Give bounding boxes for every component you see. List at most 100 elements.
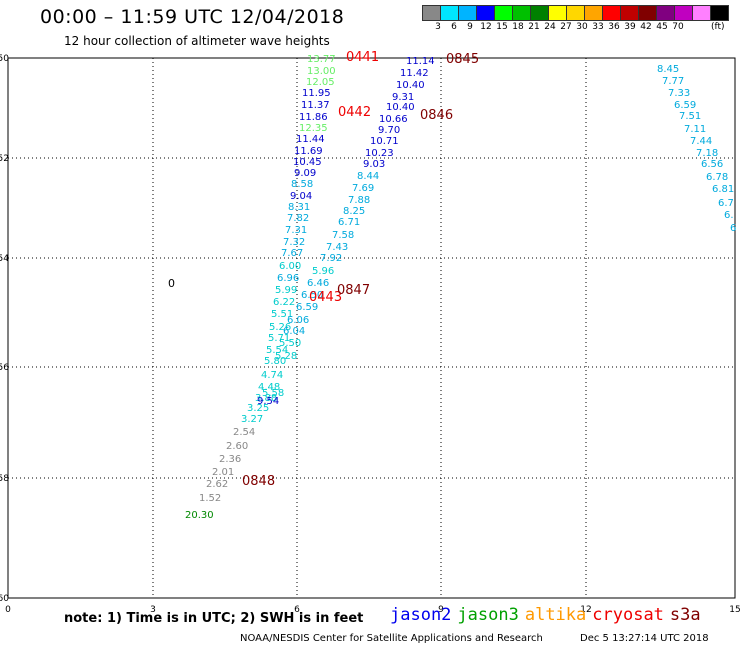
wave-height-value: 7.51 — [679, 111, 701, 122]
pass-time-label: 0441 — [346, 50, 379, 65]
wave-height-value: 10.23 — [365, 148, 394, 159]
legend-label: 70 — [672, 22, 684, 32]
lat-tick-label: -50 — [0, 54, 9, 64]
wave-height-value: 1.52 — [199, 493, 221, 504]
lat-tick-label: -60 — [0, 594, 9, 604]
wave-height-value: 11.95 — [302, 88, 331, 99]
wave-height-value: 7.69 — [352, 183, 374, 194]
wave-height-value: 13.00 — [307, 66, 336, 77]
wave-height-value: 11.42 — [400, 68, 429, 79]
satellite-jason3: jason3 — [457, 605, 519, 625]
wave-height-value: 6.22 — [273, 297, 295, 308]
legend-label: 45 — [656, 22, 668, 32]
wave-height-value: 2.62 — [206, 479, 228, 490]
wave-height-value: 11.14 — [406, 56, 435, 67]
lon-tick-label: 9 — [438, 605, 444, 615]
wave-height-value: 6.78 — [706, 172, 728, 183]
wave-height-value: 7.58 — [332, 230, 354, 241]
legend-label: 36 — [608, 22, 620, 32]
footnote: note: 1) Time is in UTC; 2) SWH is in fe… — [64, 611, 364, 626]
wave-height-value: 8.31 — [288, 202, 310, 213]
wave-height-value: 5.28 — [275, 351, 297, 362]
wave-height-value: 7.32 — [283, 237, 305, 248]
wave-height-value: 8.58 — [291, 179, 313, 190]
lon-tick-label: 6 — [294, 605, 300, 615]
wave-height-value: 20.30 — [185, 510, 214, 521]
wave-height-value: 6.96 — [277, 273, 299, 284]
wave-height-value: 5.71 — [268, 333, 290, 344]
wave-height-value: 6 — [730, 223, 736, 234]
wave-height-value: 7.43 — [326, 242, 348, 253]
wave-height-value: 7.88 — [348, 195, 370, 206]
marker-label: 0 — [168, 277, 175, 290]
lon-tick-label: 15 — [729, 605, 740, 615]
wave-height-value: 5.80 — [264, 356, 286, 367]
wave-height-value: 7.82 — [287, 213, 309, 224]
wave-height-value: 9.54 — [257, 396, 279, 407]
wave-height-value: 8.45 — [657, 64, 679, 75]
satellite-legend: jason2 jason3 altika cryosat s3a — [390, 605, 707, 625]
wave-height-value: 2.01 — [212, 467, 234, 478]
wave-height-value: 6.59 — [296, 302, 318, 313]
pass-time-label: 0443 — [309, 290, 342, 305]
wave-height-value: 7.33 — [668, 88, 690, 99]
lat-tick-label: -56 — [0, 363, 9, 373]
pass-time-label: 0847 — [337, 283, 370, 298]
wave-height-value: 12.35 — [299, 123, 328, 134]
wave-height-value: 6.71 — [338, 217, 360, 228]
wave-height-value: 4.48 — [258, 382, 280, 393]
wave-height-value: 7.11 — [684, 124, 706, 135]
legend-label: 39 — [624, 22, 636, 32]
wave-height-value: 8.25 — [343, 206, 365, 217]
wave-height-value: 4.74 — [261, 370, 283, 381]
legend-label: 3 — [435, 22, 441, 32]
legend-label: 24 — [544, 22, 556, 32]
wave-height-value: 5.58 — [262, 388, 284, 399]
wave-height-value: 9.04 — [290, 191, 312, 202]
wave-height-value: 6.00 — [279, 261, 301, 272]
wave-height-value: 5.54 — [266, 345, 288, 356]
legend-label: 15 — [496, 22, 508, 32]
lat-lon-grid — [7, 57, 736, 599]
wave-height-value: 5.99 — [275, 285, 297, 296]
wave-height-value: 2.36 — [219, 454, 241, 465]
wave-height-value: 6.46 — [307, 278, 329, 289]
legend-label: 42 — [640, 22, 652, 32]
legend-label: 9 — [467, 22, 473, 32]
wave-height-value: 6.81 — [712, 184, 734, 195]
wave-height-value: 12.05 — [306, 77, 335, 88]
wave-height-value: 10.66 — [379, 114, 408, 125]
wave-height-value: 10.45 — [293, 157, 322, 168]
wave-height-value: 9.03 — [363, 159, 385, 170]
pass-time-label: 0848 — [242, 474, 275, 489]
legend-label: 18 — [512, 22, 524, 32]
satellite-cryosat: cryosat — [592, 605, 664, 625]
wave-height-value: 9.09 — [294, 168, 316, 179]
legend-label: 27 — [560, 22, 572, 32]
lon-tick-label: 3 — [150, 605, 156, 615]
wave-height-value: 7.44 — [690, 136, 712, 147]
legend-swatch — [710, 5, 729, 21]
lat-tick-label: -54 — [0, 254, 9, 264]
wave-height-value: 7.18 — [696, 148, 718, 159]
lon-tick-label: 0 — [5, 605, 11, 615]
wave-height-value: 7.67 — [281, 248, 303, 259]
wave-height-value: 5.50 — [279, 338, 301, 349]
satellite-jason2: jason2 — [390, 605, 452, 625]
map-title: 00:00 – 11:59 UTC 12/04/2018 — [40, 6, 345, 28]
wave-height-points: 13.7713.0012.0511.9511.3711.8612.3511.44… — [185, 54, 736, 521]
wave-height-value: 10.40 — [396, 80, 425, 91]
satellite-altika: altika — [524, 605, 587, 625]
legend-unit: (ft) — [711, 22, 725, 32]
timestamp-text: Dec 5 13:27:14 UTC 2018 — [580, 633, 709, 644]
legend-label: 6 — [451, 22, 457, 32]
wave-height-value: 11.44 — [296, 134, 325, 145]
wave-height-value: 9.31 — [392, 92, 414, 103]
wave-height-value: 7.31 — [285, 225, 307, 236]
legend-label: 33 — [592, 22, 604, 32]
wave-height-value: 13.77 — [307, 54, 336, 65]
wave-height-value: 6.59 — [674, 100, 696, 111]
pass-time-label: 0442 — [338, 105, 371, 120]
pass-time-label: 0846 — [420, 108, 453, 123]
